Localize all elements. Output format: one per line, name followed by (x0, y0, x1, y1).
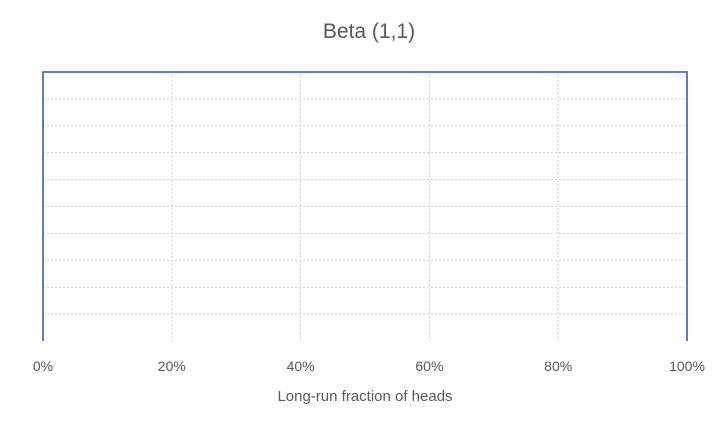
x-tick-label: 20% (158, 358, 186, 374)
x-axis-ticks: 0% 20% 40% 60% 80% 100% (33, 358, 705, 374)
series-layer (42, 71, 688, 341)
x-axis-label: Long-run fraction of heads (277, 388, 452, 405)
x-tick-label: 0% (33, 358, 53, 374)
x-tick-label: 40% (287, 358, 315, 374)
series-line-0 (42, 71, 688, 341)
chart-title: Beta (1,1) (323, 20, 415, 43)
gridlines (43, 72, 687, 341)
x-tick-label: 100% (669, 358, 705, 374)
x-tick-label: 80% (544, 358, 572, 374)
x-tick-label: 60% (415, 358, 443, 374)
